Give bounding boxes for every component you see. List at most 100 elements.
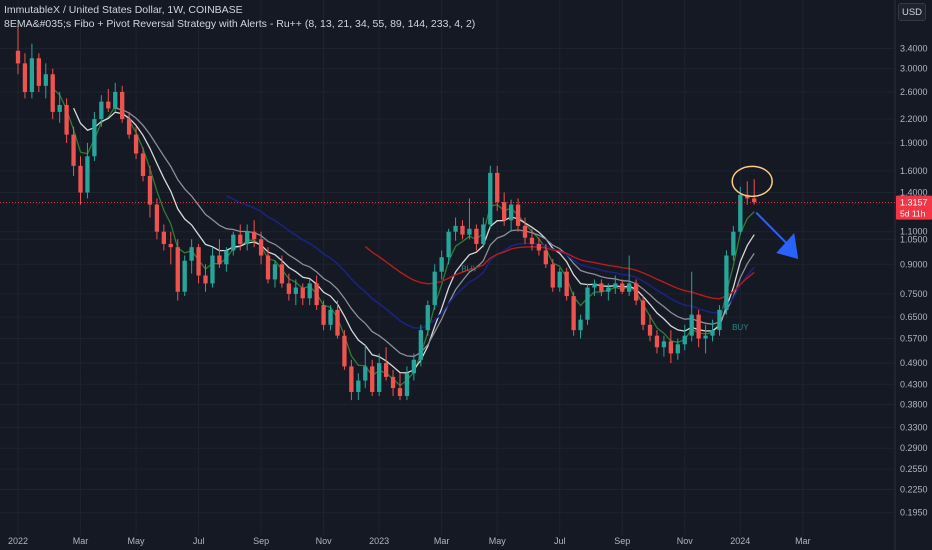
candle (349, 366, 354, 393)
candle (113, 91, 118, 109)
price-tick-label: 0.3800 (900, 399, 928, 409)
candle (335, 309, 340, 336)
price-axis[interactable]: 3.4000 3.0000 2.6000 2.2000 1.9000 1.6000 1.40… (894, 0, 928, 550)
time-tick-label: Mar (795, 536, 811, 546)
price-tick-label: 0.1950 (900, 508, 928, 518)
candle (168, 243, 173, 248)
price-tick-label: 0.4900 (900, 358, 928, 368)
candle (36, 58, 41, 86)
candle (467, 228, 472, 235)
candle (154, 204, 160, 232)
candle (508, 204, 514, 221)
candle (627, 283, 632, 292)
price-tick-label: 0.9000 (900, 259, 928, 269)
candle (300, 287, 305, 299)
symbol-legend: ImmutableX / United States Dollar, 1W, C… (4, 4, 243, 16)
candle (265, 255, 271, 280)
price-tick-label: 0.5700 (900, 333, 928, 343)
candle (418, 330, 423, 360)
candle (245, 231, 250, 244)
moving-averages (52, 87, 755, 387)
candle (633, 283, 639, 301)
time-tick-label: Nov (316, 536, 333, 546)
candle (752, 198, 757, 203)
candle (50, 74, 55, 112)
countdown-label: 5d 11h (900, 209, 926, 219)
indicator-legend: 8EMA&#035;s Fibo + Pivot Reversal Strate… (4, 18, 476, 30)
time-tick-label: 2024 (730, 536, 750, 546)
price-tick-label: 0.2900 (900, 443, 928, 453)
price-tick-label: 0.2250 (900, 484, 928, 494)
candle (258, 239, 264, 256)
buy-signal-label: BUY (461, 265, 478, 274)
candle (710, 330, 715, 336)
candle (592, 283, 597, 288)
candle (682, 335, 687, 345)
candle (620, 283, 625, 292)
candle (404, 373, 410, 397)
time-tick-label: Jul (193, 536, 205, 546)
time-tick-label: Nov (677, 536, 694, 546)
ema-green-line (52, 87, 755, 387)
time-tick-label: Mar (434, 536, 450, 546)
candle (474, 228, 479, 244)
candle (738, 194, 743, 232)
candle (126, 119, 132, 135)
price-tick-label: 1.1000 (900, 227, 928, 237)
price-tick-label: 3.4000 (900, 43, 928, 53)
candle (356, 380, 361, 393)
price-tick-label: 1.9000 (900, 138, 928, 148)
candle (397, 388, 403, 397)
candle (432, 271, 437, 306)
candle (536, 243, 542, 251)
candle (377, 363, 382, 393)
candle (92, 119, 97, 157)
candle (599, 283, 604, 292)
arrow-head (776, 232, 799, 259)
time-tick-label: 2022 (8, 536, 28, 546)
time-tick-label: Jul (554, 536, 566, 546)
time-tick-label: 2023 (369, 536, 389, 546)
annotations (731, 165, 799, 259)
candle (140, 153, 146, 176)
candle (383, 363, 389, 377)
time-axis[interactable]: 2022 Mar May Jul Sep Nov 2023 Mar May Jul Sep Nov 20… (8, 536, 811, 546)
time-tick-label: Mar (73, 536, 89, 546)
candle (286, 283, 292, 294)
candle (390, 376, 396, 389)
price-tick-label: 2.2000 (900, 114, 928, 124)
candles (15, 26, 757, 401)
price-tick-label: 3.0000 (900, 64, 928, 74)
candle (57, 104, 62, 112)
candle (71, 134, 76, 166)
ema-gray-line (115, 107, 755, 358)
price-tick-label: 1.0500 (900, 234, 928, 244)
candle (279, 264, 285, 284)
price-tick-label: 0.2550 (900, 464, 928, 474)
candle (557, 271, 562, 288)
candle (120, 91, 125, 120)
candle (564, 271, 569, 297)
candle (411, 359, 417, 374)
price-tick-label: 2.6000 (900, 87, 928, 97)
candle (689, 314, 694, 336)
candle (133, 134, 139, 154)
candle (446, 231, 451, 258)
candle (703, 335, 708, 339)
candle (515, 204, 521, 226)
candle (668, 341, 674, 354)
candle (571, 296, 576, 331)
candle (606, 287, 611, 292)
last-price-value: 1.3157 (900, 198, 928, 208)
candle (370, 366, 375, 393)
buy-signals: BUY BUY (461, 265, 749, 332)
candle (251, 231, 257, 240)
grid (0, 0, 895, 535)
currency-button[interactable]: USD (898, 3, 926, 21)
candle (488, 172, 493, 225)
candle (106, 101, 111, 109)
price-tick-label: 0.3300 (900, 422, 928, 432)
candle (175, 247, 180, 292)
